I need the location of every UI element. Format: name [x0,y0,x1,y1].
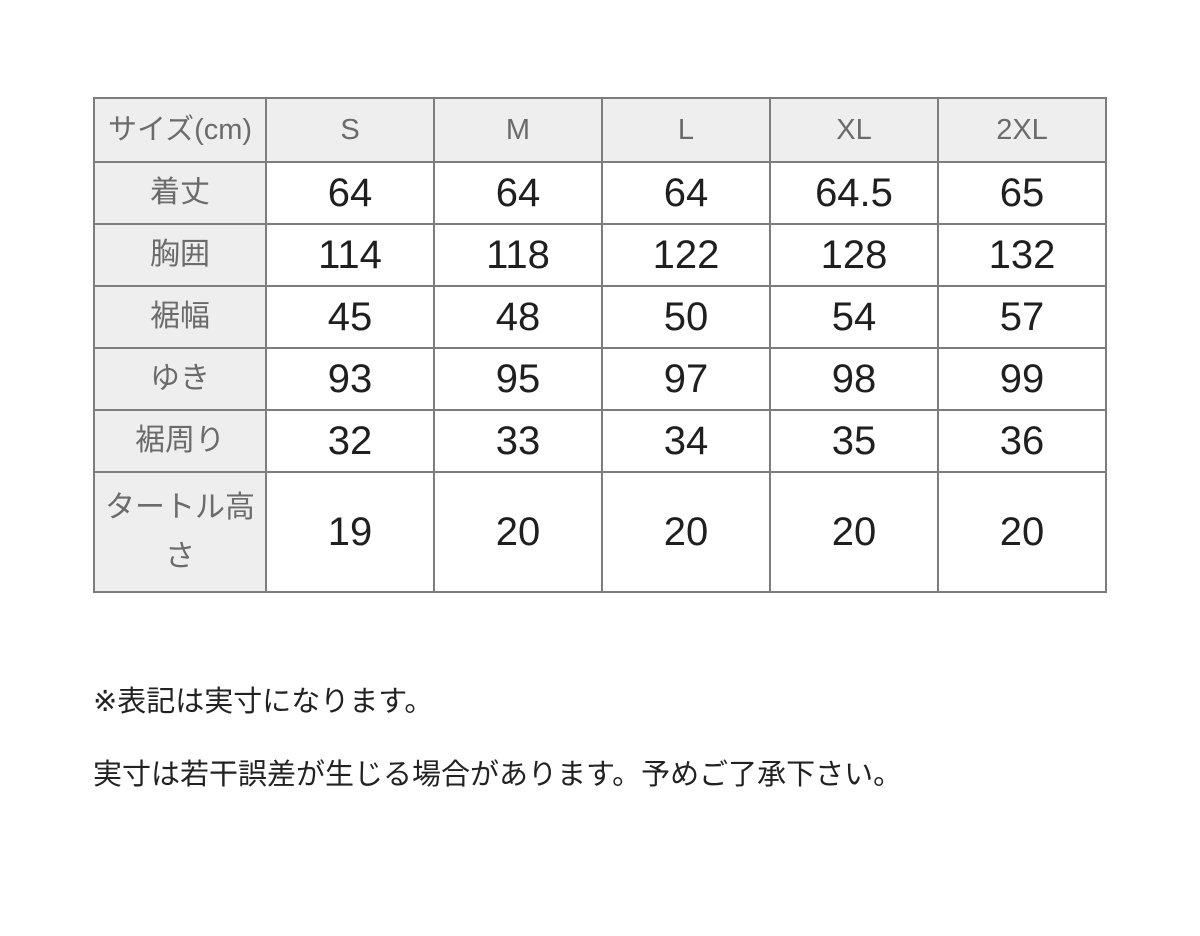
row-label-cell: 着丈 [93,161,267,225]
footnotes: ※表記は実寸になります。 実寸は若干誤差が生じる場合があります。予めご了承下さい… [93,685,1200,793]
size-chart-header-row: サイズ(cm) S M L XL 2XL [93,97,1107,163]
value-cell: 64 [265,161,435,225]
value-cell: 132 [937,223,1107,287]
value-cell: 64.5 [769,161,939,225]
table-row-turtleneck-height: タートル高さ 19 20 20 20 20 [93,471,1107,593]
value-cell: 122 [601,223,771,287]
value-cell: 99 [937,347,1107,411]
size-column-header-xl: XL [769,97,939,163]
row-label-cell: ゆき [93,347,267,411]
value-cell: 20 [937,471,1107,593]
size-chart-table: サイズ(cm) S M L XL 2XL 着丈 64 64 64 64.5 65… [93,97,1107,593]
value-cell: 64 [433,161,603,225]
value-cell: 36 [937,409,1107,473]
size-unit-header-cell: サイズ(cm) [93,97,267,163]
size-column-header-2xl: 2XL [937,97,1107,163]
value-cell: 33 [433,409,603,473]
value-cell: 20 [601,471,771,593]
table-row-body-length: 着丈 64 64 64 64.5 65 [93,161,1107,225]
value-cell: 65 [937,161,1107,225]
value-cell: 32 [265,409,435,473]
row-label-cell: 裾幅 [93,285,267,349]
value-cell: 118 [433,223,603,287]
footnote-tolerance-disclaimer: 実寸は若干誤差が生じる場合があります。予めご了承下さい。 [93,758,903,791]
value-cell: 54 [769,285,939,349]
row-label-cell: タートル高さ [93,471,267,593]
table-row-chest: 胸囲 114 118 122 128 132 [93,223,1107,287]
row-label-cell: 胸囲 [93,223,267,287]
table-row-hem-width: 裾幅 45 48 50 54 57 [93,285,1107,349]
value-cell: 114 [265,223,435,287]
value-cell: 95 [433,347,603,411]
table-row-sleeve-length: ゆき 93 95 97 98 99 [93,347,1107,411]
value-cell: 98 [769,347,939,411]
value-cell: 128 [769,223,939,287]
value-cell: 19 [265,471,435,593]
value-cell: 64 [601,161,771,225]
value-cell: 97 [601,347,771,411]
table-row-hem-circumference: 裾周り 32 33 34 35 36 [93,409,1107,473]
size-column-header-l: L [601,97,771,163]
value-cell: 50 [601,285,771,349]
value-cell: 48 [433,285,603,349]
size-column-header-s: S [265,97,435,163]
value-cell: 93 [265,347,435,411]
value-cell: 34 [601,409,771,473]
footnote-actual-measurement: ※表記は実寸になります。 [93,686,434,718]
value-cell: 45 [265,285,435,349]
value-cell: 20 [433,471,603,593]
value-cell: 57 [937,285,1107,349]
value-cell: 35 [769,409,939,473]
row-label-cell: 裾周り [93,409,267,473]
value-cell: 20 [769,471,939,593]
size-column-header-m: M [433,97,603,163]
